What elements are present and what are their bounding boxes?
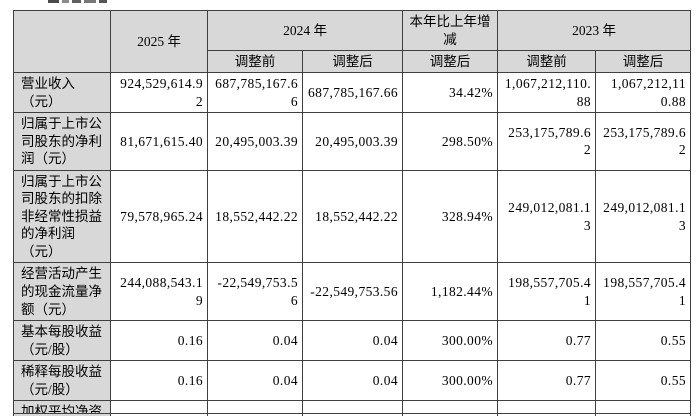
cell-2024-before: 687,785,167.66: [207, 71, 303, 114]
cropped-glyph-mark: [84, 0, 96, 3]
table-row-operating-cash-flow: 经营活动产生的现金流量净额（元） 244,088,543.19 -22,549,…: [13, 262, 691, 322]
cell-2024-before: 0.04: [207, 320, 303, 362]
cell-2024-before: 20,495,003.39: [207, 112, 303, 171]
header-2023: 2023 年: [497, 10, 691, 51]
cell-change: 298.50%: [402, 112, 498, 171]
cell-2023-before: 0.77: [497, 320, 596, 362]
next-row-cell: [595, 413, 691, 416]
cell-2024-after: 1.10%: [302, 400, 403, 416]
cell-2024-before: -22,549,753.56: [207, 262, 303, 322]
cell-2023-after: 0.55: [595, 320, 691, 362]
cell-2025: 244,088,543.19: [110, 262, 208, 322]
row-label: 归属于上市公司股东的扣除非经常性损益的净利润（元）: [13, 169, 111, 264]
cropped-glyph-mark: [99, 0, 107, 3]
cell-2024-after: 687,785,167.66: [302, 71, 403, 114]
cell-2024-after: 18,552,442.22: [302, 169, 403, 264]
cell-2025: 79,578,965.24: [110, 169, 208, 264]
header-change: 本年比上年增减: [402, 10, 498, 51]
cell-2023-after: 0.55: [595, 360, 691, 402]
cell-2023-before: 1,067,212,110.88: [497, 71, 596, 114]
table-row-diluted-eps: 稀释每股收益（元/股） 0.16 0.04 0.04 300.00% 0.77 …: [13, 360, 691, 402]
row-label: 营业收入（元）: [13, 71, 111, 114]
financial-summary-table: 2025 年 2024 年 本年比上年增减 2023 年 调整前 调整后 调整后…: [13, 10, 691, 416]
row-label: 经营活动产生的现金流量净额（元）: [13, 262, 111, 322]
row-label: 加权平均净资产收益率: [13, 400, 111, 416]
header-corner-cell: [13, 10, 111, 73]
header-2025: 2025 年: [110, 10, 208, 73]
table-row-operating-revenue: 营业收入（元） 924,529,614.92 687,785,167.66 68…: [13, 71, 691, 114]
subheader-adjust-before-2023: 调整前: [497, 50, 596, 73]
cell-2023-before: 249,012,081.13: [497, 169, 596, 264]
table-row-net-profit-excl-nonrecurring: 归属于上市公司股东的扣除非经常性损益的净利润（元） 79,578,965.24 …: [13, 169, 691, 264]
subheader-adjust-before-2024: 调整前: [207, 50, 303, 73]
table-row-net-profit: 归属于上市公司股东的净利润（元） 81,671,615.40 20,495,00…: [13, 112, 691, 171]
cell-2024-before: 0.04: [207, 360, 303, 402]
row-label: 基本每股收益（元/股）: [13, 320, 111, 362]
cropped-heading-fragment: [48, 0, 107, 4]
cell-2023-after: 253,175,789.62: [595, 112, 691, 171]
cropped-glyph-mark: [72, 0, 81, 3]
cell-2024-after: -22,549,753.56: [302, 262, 403, 322]
cell-change: 3.45%: [402, 400, 498, 416]
cell-change: 328.94%: [402, 169, 498, 264]
cell-2024-after: 0.04: [302, 320, 403, 362]
header-row-adjustments: 调整前 调整后 调整后 调整前 调整后: [14, 50, 691, 73]
table-row-basic-eps: 基本每股收益（元/股） 0.16 0.04 0.04 300.00% 0.77 …: [13, 320, 691, 362]
cell-change: 34.42%: [402, 71, 498, 114]
cell-2025: 0.16: [110, 360, 208, 402]
cell-2023-before: 198,557,705.41: [497, 262, 596, 322]
cropped-glyph-mark: [62, 0, 69, 3]
cell-change: 300.00%: [402, 360, 498, 402]
subheader-adjust-after-2024: 调整后: [302, 50, 403, 73]
cell-2025: 924,529,614.92: [110, 71, 208, 114]
next-table-partial-row: [13, 413, 691, 416]
subheader-adjust-after-2023: 调整后: [595, 50, 691, 73]
cropped-glyph-mark: [48, 0, 59, 3]
cell-2025: 0.16: [110, 320, 208, 362]
cell-2023-before: 253,175,789.62: [497, 112, 596, 171]
subheader-adjust-after-change: 调整后: [402, 50, 498, 73]
cell-2023-after: 1,067,212,110.88: [595, 71, 691, 114]
cell-2023-before: 0.77: [497, 360, 596, 402]
cell-change: 1,182.44%: [402, 262, 498, 322]
cell-2023-after: 249,012,081.13: [595, 169, 691, 264]
cell-2024-before: 18,552,442.22: [207, 169, 303, 264]
cell-2024-after: 0.04: [302, 360, 403, 402]
header-row-years: 2025 年 2024 年 本年比上年增减 2023 年: [13, 10, 691, 73]
row-label: 归属于上市公司股东的净利润（元）: [13, 112, 111, 171]
cell-change: 300.00%: [402, 320, 498, 362]
header-2024: 2024 年: [207, 10, 403, 51]
cell-2023-after: 198,557,705.41: [595, 262, 691, 322]
next-table-fragment: [13, 413, 691, 416]
row-label: 稀释每股收益（元/股）: [13, 360, 111, 402]
cell-2024-after: 20,495,003.39: [302, 112, 403, 171]
cell-2025: 81,671,615.40: [110, 112, 208, 171]
